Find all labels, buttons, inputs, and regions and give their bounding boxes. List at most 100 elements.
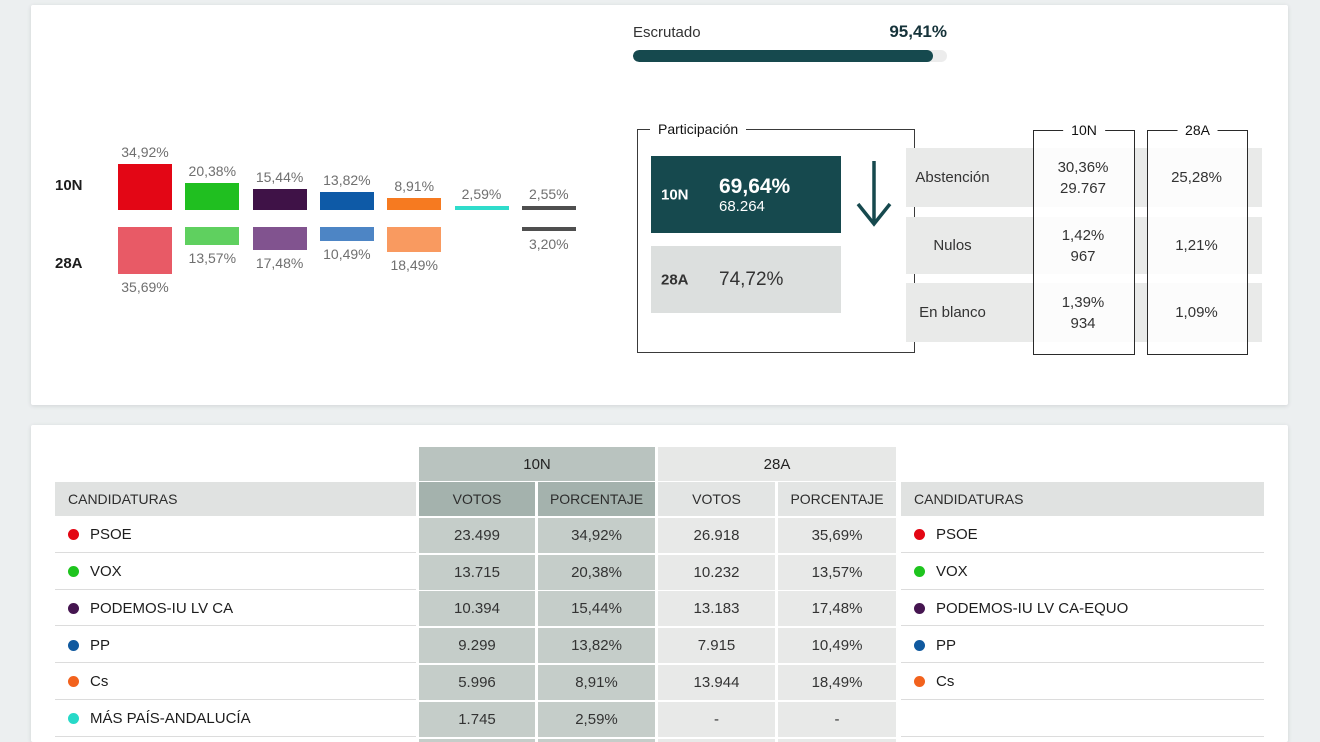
participacion-10n-values: 69,64% 68.264 <box>719 175 790 215</box>
party-name: VOX <box>936 563 968 581</box>
party-cell-right-cs: Cs <box>901 664 1264 700</box>
bar-label-10n-mas-pais: 2,59% <box>461 186 502 202</box>
votes-28a-vox: 10.232 <box>658 554 775 590</box>
votos-header-10n: VOTOS <box>419 482 535 516</box>
stat-10n-value: 30,36% 29.767 <box>1033 148 1133 207</box>
bar-10n-psoe <box>118 163 172 210</box>
party-cell-left-podemos: PODEMOS-IU LV CA <box>55 591 416 627</box>
bar-label-28a-psoe: 35,69% <box>121 279 169 296</box>
stat-10n-percent: 1,42% <box>1061 226 1105 244</box>
stat-10n-count: 29.767 <box>1060 179 1106 197</box>
pct-10n-cs: 8,91% <box>538 664 655 700</box>
bar-label-10n-cs: 8,91% <box>394 178 435 195</box>
bar-28a-vox <box>185 227 240 246</box>
votes-28a-mas-pais: - <box>658 701 775 737</box>
party-name: VOX <box>90 563 122 581</box>
stat-row-label: En blanco <box>919 304 986 321</box>
bar-28a-podemos <box>252 227 307 251</box>
column-votos-28a: VOTOS 26.918 10.232 13.183 7.915 13.944- <box>658 482 775 742</box>
stats-28a-column-box: 28A <box>1147 122 1248 355</box>
party-cell-left-cs: Cs <box>55 664 416 700</box>
column-candidaturas-right: CANDIDATURAS PSOE VOX PODEMOS-IU LV CA-EQUO… <box>901 482 1264 737</box>
stats-10n-legend: 10N <box>1063 122 1105 139</box>
column-votos-10n: VOTOS 23.499 13.715 10.394 9.299 5.996 1.745 <box>419 482 535 742</box>
bar-label-28a-otros: 3,20% <box>528 236 569 253</box>
votes-10n-cs: 5.996 <box>419 664 535 700</box>
party-cell-right-mas-pais <box>901 701 1264 737</box>
votes-28a-podemos: 13.183 <box>658 591 775 627</box>
column-porcentaje-28a: PORCENTAJE 35,69% 13,57% 17,48% 10,49% 18,49%… <box>778 482 896 742</box>
pct-28a-podemos: 17,48% <box>778 591 896 627</box>
participacion-10n-tag: 10N <box>661 186 689 203</box>
pct-28a-partial <box>778 738 896 742</box>
pct-28a-pp: 10,49% <box>778 628 896 664</box>
votes-28a-pp: 7.915 <box>658 628 775 664</box>
pct-10n-pp: 13,82% <box>538 628 655 664</box>
participacion-panel: Participación 10N 69,64% 68.264 28A 74,7… <box>637 121 915 353</box>
party-cell-left-vox: VOX <box>55 554 416 590</box>
votes-10n-podemos: 10.394 <box>419 591 535 627</box>
porcentaje-header-10n: PORCENTAJE <box>538 482 655 516</box>
bar-10n-mas-pais <box>454 206 509 210</box>
escrutado-header: Escrutado 95,41% <box>633 22 947 42</box>
summary-card: 10N 28A 34,92% 35,69% 20,38% 13,57% 15,44% 17… <box>31 5 1288 405</box>
party-cell-left-psoe: PSOE <box>55 517 416 553</box>
pct-10n-psoe: 34,92% <box>538 517 655 553</box>
votos-header-28a: VOTOS <box>658 482 775 516</box>
bar-label-10n-pp: 13,82% <box>323 171 371 188</box>
party-name: Cs <box>90 673 109 691</box>
group-header-28a: 28A <box>658 447 896 481</box>
bar-28a-cs <box>387 227 442 252</box>
party-dot-mas-pais <box>68 713 79 725</box>
group-header-10n: 10N <box>419 447 655 481</box>
bar-10n-pp <box>319 191 374 210</box>
escrutado-progress-fill <box>633 50 933 62</box>
bar-10n-otros <box>521 206 576 210</box>
votes-10n-pp: 9.299 <box>419 628 535 664</box>
pct-10n-vox: 20,38% <box>538 554 655 590</box>
party-name: Cs <box>936 673 955 691</box>
bar-28a-otros <box>521 227 576 232</box>
chart-row-label-10n: 10N <box>55 177 83 194</box>
stat-28a-value: 1,21% <box>1175 237 1218 254</box>
party-name: PP <box>936 636 957 654</box>
results-table-card: 10N 28A CANDIDATURAS PSOE VOX PODEMOS-IU LV C… <box>31 425 1288 742</box>
votes-10n-mas-pais: 1.745 <box>419 701 535 737</box>
candidaturas-header-right: CANDIDATURAS <box>901 482 1264 516</box>
party-name: PP <box>90 636 111 654</box>
party-cell-left-pp: PP <box>55 628 416 664</box>
escrutado-label: Escrutado <box>633 24 701 41</box>
stat-10n-percent: 30,36% <box>1057 158 1109 176</box>
bar-label-28a-vox: 13,57% <box>188 250 237 267</box>
participacion-28a-values: 74,72% <box>719 269 783 291</box>
bar-10n-cs <box>387 198 442 210</box>
participacion-28a-block: 28A 74,72% <box>651 246 841 313</box>
stat-row-label: Nulos <box>933 237 972 254</box>
pct-10n-podemos: 15,44% <box>538 591 655 627</box>
party-dot-podemos <box>914 602 925 614</box>
bar-label-28a-pp: 10,49% <box>323 245 371 262</box>
party-cell-left-mas-pais: MÁS PAÍS-ANDALUCÍA <box>55 701 416 737</box>
party-name: PODEMOS-IU LV CA <box>90 599 234 617</box>
party-dot-cs <box>68 676 79 688</box>
participacion-28a-percent: 74,72% <box>719 268 784 290</box>
comparison-bar-chart: 10N 28A 34,92% 35,69% 20,38% 13,57% 15,44% 17… <box>31 5 631 335</box>
participacion-legend: Participación <box>650 121 747 138</box>
chart-row-label-28a: 28A <box>55 255 83 272</box>
party-dot-cs <box>914 676 925 688</box>
party-dot-vox <box>68 566 79 578</box>
bar-label-10n-psoe: 34,92% <box>121 143 169 160</box>
party-dot-podemos <box>68 602 79 614</box>
party-name: PODEMOS-IU LV CA-EQUO <box>936 599 1129 617</box>
party-cell-right-psoe: PSOE <box>901 517 1264 553</box>
party-name: MÁS PAÍS-ANDALUCÍA <box>90 710 251 728</box>
stat-10n-value: 1,42% 967 <box>1033 217 1133 274</box>
bar-label-10n-podemos: 15,44% <box>255 169 304 186</box>
bar-28a-pp <box>319 227 374 241</box>
party-name: PSOE <box>936 526 978 544</box>
votes-28a-partial <box>658 738 775 742</box>
stat-28a-value: 25,28% <box>1171 169 1222 186</box>
escrutado-value: 95,41% <box>889 22 947 41</box>
column-porcentaje-10n: PORCENTAJE 34,92% 20,38% 15,44% 13,82% 8,91% 2… <box>538 482 655 742</box>
participacion-10n-block: 10N 69,64% 68.264 <box>651 156 841 233</box>
